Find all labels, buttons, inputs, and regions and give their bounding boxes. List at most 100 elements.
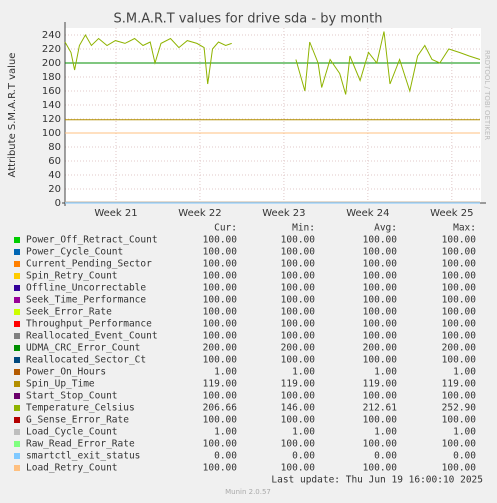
- legend-swatch: [14, 273, 20, 279]
- legend-label: Seek_Error_Rate: [26, 307, 112, 318]
- legend-swatch: [14, 453, 20, 459]
- last-update: Last update: Thu Jun 19 16:00:10 2025: [271, 475, 483, 486]
- series-line: [64, 31, 481, 95]
- stat-value: 100.00: [203, 439, 238, 450]
- legend-swatch: [14, 441, 20, 447]
- stat-value: 100.00: [442, 355, 477, 366]
- stat-value: 100.00: [203, 283, 238, 294]
- stat-value: 100.00: [442, 331, 477, 342]
- stat-value: 100.00: [281, 235, 316, 246]
- legend-swatch: [14, 369, 20, 375]
- stat-value: 100.00: [281, 307, 316, 318]
- x-tick-label: Week 24: [346, 208, 389, 219]
- stat-value: 100.00: [281, 415, 316, 426]
- stat-value: 100.00: [203, 235, 238, 246]
- legend-label: Spin_Retry_Count: [26, 271, 118, 282]
- legend-swatch: [14, 417, 20, 423]
- stat-value: 100.00: [442, 307, 477, 318]
- x-tick-label: Week 23: [262, 208, 305, 219]
- stat-value: 1.00: [374, 367, 397, 378]
- x-tick-label: Week 21: [94, 208, 137, 219]
- stat-value: 119.00: [281, 379, 316, 390]
- stat-value: 100.00: [442, 319, 477, 330]
- stat-value: 100.00: [281, 463, 316, 474]
- y-tick-label: 0: [55, 198, 61, 209]
- stat-value: 100.00: [281, 283, 316, 294]
- legend-swatch: [14, 309, 20, 315]
- stat-value: 0.00: [453, 451, 476, 462]
- stat-value: 200.00: [363, 343, 398, 354]
- stat-value: 100.00: [442, 439, 477, 450]
- stat-value: 100.00: [363, 259, 398, 270]
- legend-label: Throughput_Performance: [26, 319, 152, 330]
- y-axis-label: Attribute S.M.A.R.T value: [7, 53, 18, 178]
- legend-label: Load_Cycle_Count: [26, 427, 118, 438]
- stat-value: 100.00: [281, 391, 316, 402]
- legend-swatch: [14, 405, 20, 411]
- stat-value: 100.00: [442, 283, 477, 294]
- legend-label: Spin_Up_Time: [26, 379, 95, 390]
- stat-value: 100.00: [442, 415, 477, 426]
- legend-swatch: [14, 357, 20, 363]
- legend-swatch: [14, 297, 20, 303]
- stat-value: 100.00: [442, 391, 477, 402]
- legend-label: Load_Retry_Count: [26, 463, 118, 474]
- y-tick-label: 200: [42, 58, 61, 69]
- stat-value: 1.00: [453, 367, 476, 378]
- stat-value: 100.00: [363, 331, 398, 342]
- stat-value: 100.00: [203, 259, 238, 270]
- legend-label: Current_Pending_Sector: [26, 259, 152, 270]
- legend-swatch: [14, 237, 20, 243]
- stat-value: 100.00: [281, 247, 316, 258]
- stat-value: 1.00: [453, 427, 476, 438]
- stat-value: 0.00: [214, 451, 237, 462]
- legend-label: Offline_Uncorrectable: [26, 283, 146, 294]
- x-tick-label: Week 22: [178, 208, 221, 219]
- legend-label: Power_On_Hours: [26, 367, 106, 378]
- stat-value: 100.00: [281, 319, 316, 330]
- stat-value: 146.00: [281, 403, 316, 414]
- stat-value: 200.00: [442, 343, 477, 354]
- stat-value: 100.00: [281, 331, 316, 342]
- stat-value: 1.00: [374, 427, 397, 438]
- stat-value: 100.00: [281, 259, 316, 270]
- stat-value: 119.00: [442, 379, 477, 390]
- stat-value: 100.00: [203, 247, 238, 258]
- stat-value: 100.00: [281, 271, 316, 282]
- legend-swatch: [14, 249, 20, 255]
- legend-label: Temperature_Celsius: [26, 403, 135, 414]
- stat-value: 100.00: [363, 247, 398, 258]
- stat-value: 1.00: [214, 367, 237, 378]
- legend-label: UDMA_CRC_Error_Count: [26, 343, 140, 354]
- stat-value: 1.00: [292, 367, 315, 378]
- stat-value: 200.00: [203, 343, 238, 354]
- legend-swatch: [14, 381, 20, 387]
- stat-value: 100.00: [442, 247, 477, 258]
- stat-value: 100.00: [281, 439, 316, 450]
- stat-value: 100.00: [363, 295, 398, 306]
- stats-header: Cur:: [214, 223, 237, 234]
- y-tick-label: 220: [42, 44, 61, 55]
- stat-value: 100.00: [203, 295, 238, 306]
- legend-label: smartctl_exit_status: [26, 451, 140, 462]
- legend-swatch: [14, 321, 20, 327]
- x-tick-label: Week 25: [430, 208, 473, 219]
- legend-label: Raw_Read_Error_Rate: [26, 439, 135, 450]
- stat-value: 100.00: [442, 295, 477, 306]
- legend-label: G_Sense_Error_Rate: [26, 415, 129, 426]
- stats-header: Max:: [453, 223, 476, 234]
- y-tick-label: 80: [48, 142, 61, 153]
- stat-value: 100.00: [363, 283, 398, 294]
- y-tick-label: 40: [48, 170, 61, 181]
- stat-value: 100.00: [442, 463, 477, 474]
- legend-label: Reallocated_Sector_Ct: [26, 355, 146, 366]
- stat-value: 1.00: [292, 427, 315, 438]
- legend-swatch: [14, 429, 20, 435]
- stat-value: 1.00: [214, 427, 237, 438]
- stat-value: 100.00: [203, 355, 238, 366]
- chart-title: S.M.A.R.T values for drive sda - by mont…: [114, 12, 383, 27]
- stat-value: 0.00: [374, 451, 397, 462]
- stat-value: 119.00: [203, 379, 238, 390]
- legend-swatch: [14, 393, 20, 399]
